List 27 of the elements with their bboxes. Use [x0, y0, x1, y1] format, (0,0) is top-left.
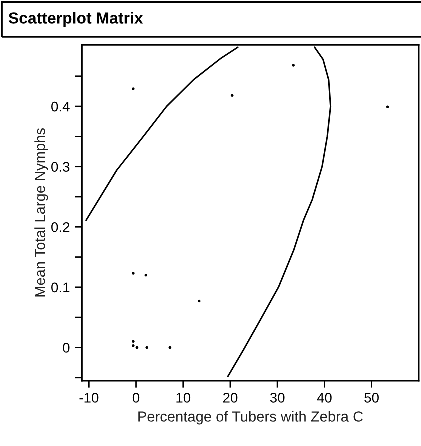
y-tick-label: 0	[63, 343, 70, 353]
point	[230, 94, 234, 98]
point	[136, 346, 139, 350]
point	[132, 88, 135, 90]
point	[132, 272, 135, 275]
point	[132, 344, 135, 348]
point	[168, 346, 172, 350]
y-axis-title: Mean Total Large Nymphs	[34, 128, 48, 297]
point	[292, 64, 295, 67]
x-tick-label: 50	[364, 393, 379, 403]
x-tick-label: 30	[270, 393, 285, 403]
y-tick-label: 0.2	[52, 222, 70, 232]
x-tick-label: 0	[132, 393, 140, 403]
point	[386, 106, 390, 109]
x-tick-label: 10	[176, 393, 191, 403]
point	[198, 300, 201, 303]
point	[146, 346, 148, 350]
x-tick-label: 40	[317, 393, 332, 403]
point	[132, 340, 135, 344]
x-tick-label: -10	[80, 393, 99, 403]
y-tick-label: 0.1	[52, 282, 70, 293]
point	[144, 274, 148, 277]
y-tick-label: 0.4	[52, 102, 70, 112]
chart-title: Scatterplot Matrix	[8, 12, 144, 28]
y-tick-label: 0.3	[52, 162, 70, 172]
x-axis-title: Percentage of Tubers with Zebra C	[138, 411, 364, 425]
x-tick-label: 20	[223, 393, 238, 403]
